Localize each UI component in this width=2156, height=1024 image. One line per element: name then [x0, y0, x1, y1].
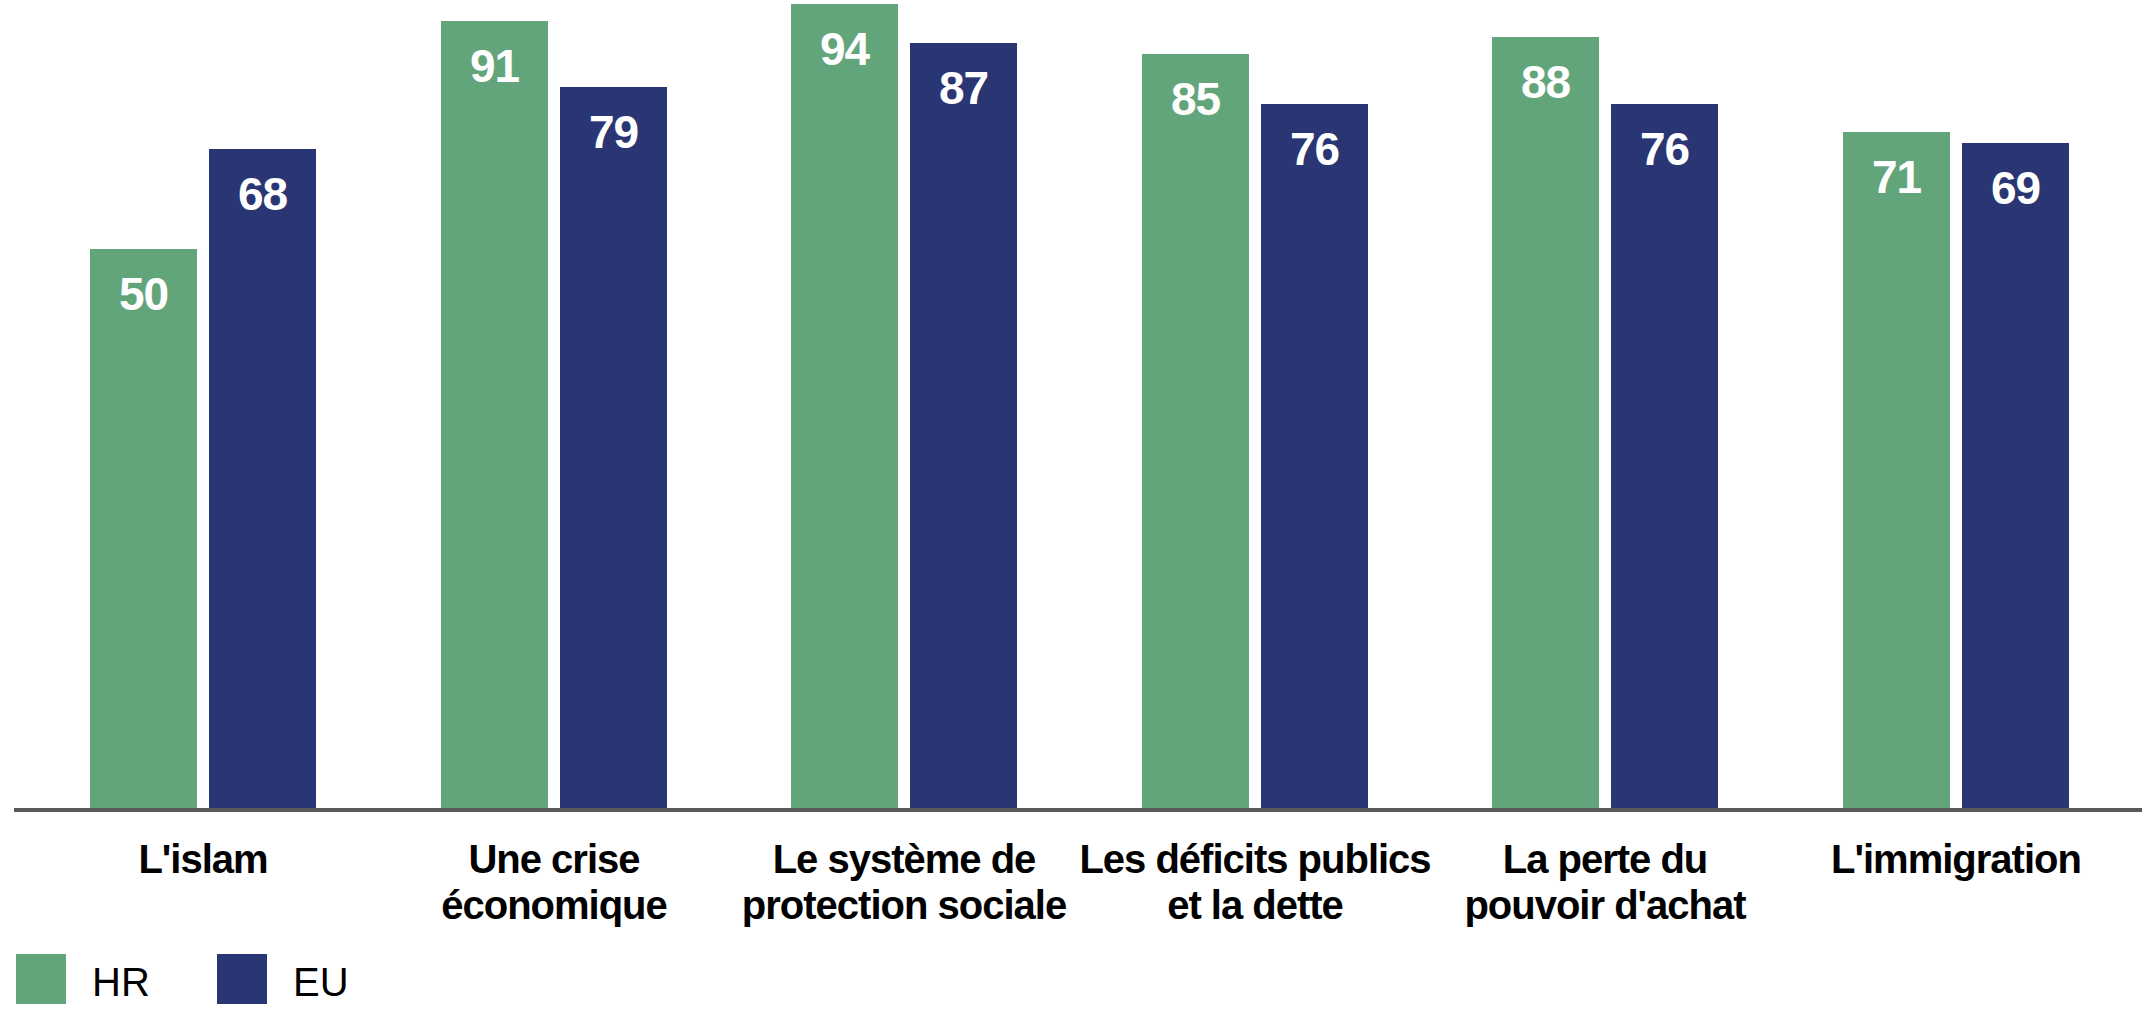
bar-value-label: 85	[1142, 54, 1249, 126]
bar-hr-6: 71	[1843, 132, 1950, 808]
bar-value-label: 68	[209, 149, 316, 221]
grouped-bar-chart: 506891799487857688767169 HR EU L'islamUn…	[0, 0, 2156, 1024]
bar-value-label: 87	[910, 43, 1017, 115]
bar-value-label: 76	[1261, 104, 1368, 176]
x-axis-line	[14, 808, 2142, 812]
bar-value-label: 50	[90, 249, 197, 321]
bar-value-label: 76	[1611, 104, 1718, 176]
bar-eu-3: 87	[910, 43, 1017, 808]
legend-swatch-hr-icon	[16, 954, 66, 1004]
bar-hr-4: 85	[1142, 54, 1249, 808]
bar-eu-5: 76	[1611, 104, 1718, 808]
legend-label-hr: HR	[92, 952, 150, 1005]
bar-eu-4: 76	[1261, 104, 1368, 808]
bar-eu-6: 69	[1962, 143, 2069, 808]
bar-value-label: 69	[1962, 143, 2069, 215]
bar-hr-3: 94	[791, 4, 898, 808]
category-label-6: L'immigration	[1726, 836, 2156, 882]
legend-item-hr: HR	[16, 952, 150, 1005]
bar-value-label: 79	[560, 87, 667, 159]
bar-hr-1: 50	[90, 249, 197, 808]
legend-label-eu: EU	[293, 952, 349, 1005]
bar-value-label: 94	[791, 4, 898, 76]
bar-eu-1: 68	[209, 149, 316, 808]
legend: HR EU	[0, 952, 2156, 1012]
bar-value-label: 88	[1492, 37, 1599, 109]
bar-eu-2: 79	[560, 87, 667, 808]
legend-swatch-eu-icon	[217, 954, 267, 1004]
bar-value-label: 71	[1843, 132, 1950, 204]
bar-hr-2: 91	[441, 21, 548, 808]
bar-hr-5: 88	[1492, 37, 1599, 808]
legend-item-eu: EU	[217, 952, 349, 1005]
bar-value-label: 91	[441, 21, 548, 93]
